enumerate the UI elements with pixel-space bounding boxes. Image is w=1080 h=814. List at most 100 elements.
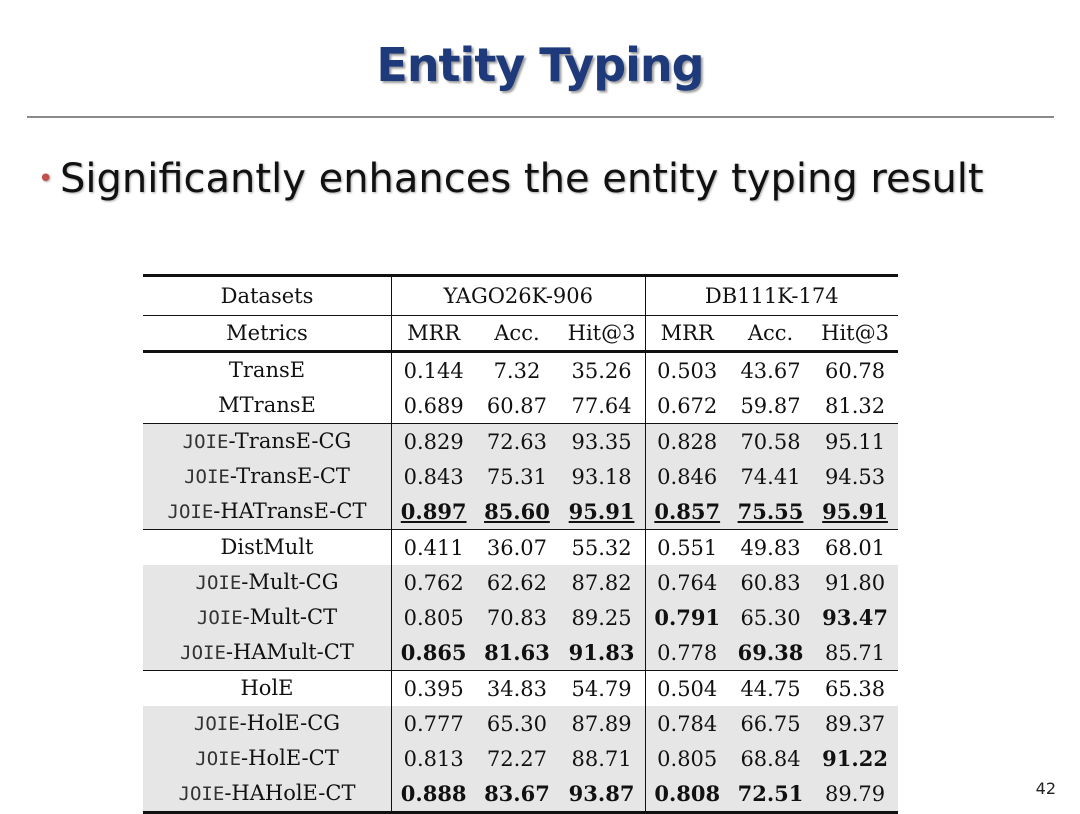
value-cell: 91.80 <box>812 565 898 600</box>
table-row: JOIE-HolE-CG 0.777 65.30 87.89 0.784 66.… <box>143 706 898 741</box>
method-cell: HolE <box>143 670 392 706</box>
value-cell: 0.888 <box>391 776 476 814</box>
metric-header: Acc. <box>728 315 813 353</box>
value-cell: 0.144 <box>403 358 464 383</box>
value-cell: 0.897 <box>391 494 476 530</box>
value-cell: 0.777 <box>391 706 476 741</box>
value-cell: 36.07 <box>475 529 559 565</box>
value-cell: 65.30 <box>728 600 813 635</box>
value-cell: 77.64 <box>558 388 646 424</box>
value-cell: 70.83 <box>475 600 559 635</box>
value-cell: 0.672 <box>657 393 718 418</box>
value-cell: 0.828 <box>645 423 729 459</box>
value-cell: 0.778 <box>645 635 729 671</box>
method-name: -Mult-CT <box>242 605 338 629</box>
value-cell: 0.805 <box>645 741 729 776</box>
value-cell: 59.87 <box>740 393 801 418</box>
value-cell: 0.764 <box>645 565 729 600</box>
slide-title: Entity Typing <box>376 38 704 92</box>
value-cell: 44.75 <box>728 670 813 706</box>
value-cell: 0.784 <box>645 706 729 741</box>
value-cell: 95.91 <box>558 494 646 530</box>
table-row: JOIE-HAMult-CT 0.865 81.63 91.83 0.778 6… <box>143 635 898 671</box>
metric-header: Hit@3 <box>812 315 898 353</box>
method-name: -HATransE-CT <box>213 499 367 523</box>
value-cell: 68.84 <box>728 741 813 776</box>
metric-header: Acc. <box>475 315 559 353</box>
method-name: -HAMult-CT <box>225 640 354 664</box>
table-row: MTransE 0.689 60.87 77.64 0.672 59.87 81… <box>143 388 898 424</box>
value-cell: 87.89 <box>558 706 646 741</box>
value-cell: 75.55 <box>728 494 813 530</box>
bullet-dot-icon: • <box>38 164 54 194</box>
value-cell: 0.791 <box>645 600 729 635</box>
method-cell: DistMult <box>143 529 392 565</box>
value-cell: 89.25 <box>558 600 646 635</box>
table-row: DistMult 0.411 36.07 55.32 0.551 49.83 6… <box>143 529 898 565</box>
value-cell: 72.63 <box>475 423 559 459</box>
value-cell: 91.83 <box>558 635 646 671</box>
method-name: -HolE-CG <box>239 711 341 735</box>
value-cell: 66.75 <box>728 706 813 741</box>
value-cell: 0.843 <box>391 459 476 494</box>
dataset1-header: YAGO26K-906 <box>391 274 646 316</box>
value-cell: 85.71 <box>812 635 898 671</box>
value-cell: 81.32 <box>824 393 886 418</box>
title-divider <box>27 116 1054 118</box>
value-cell: 74.41 <box>728 459 813 494</box>
value-cell: 87.82 <box>558 565 646 600</box>
method-name: -TransE-CG <box>228 429 352 453</box>
table-row: JOIE-Mult-CG 0.762 62.62 87.82 0.764 60.… <box>143 565 898 600</box>
method-name: -HolE-CT <box>241 746 339 770</box>
value-cell: 65.30 <box>475 706 559 741</box>
table-row: JOIE-TransE-CG 0.829 72.63 93.35 0.828 7… <box>143 423 898 459</box>
metric-header: Hit@3 <box>558 315 646 353</box>
datasets-header: Datasets <box>143 274 392 316</box>
method-name: -HAHolE-CT <box>224 781 356 805</box>
method-prefix: JOIE <box>178 783 225 805</box>
value-cell: 72.51 <box>728 776 813 814</box>
value-cell: 0.689 <box>403 393 464 418</box>
metric-header: MRR <box>391 315 476 353</box>
value-cell: 43.67 <box>740 358 801 383</box>
value-cell: 65.38 <box>812 670 898 706</box>
value-cell: 95.11 <box>812 423 898 459</box>
method-prefix: JOIE <box>195 748 242 770</box>
method-name: -Mult-CG <box>241 570 339 594</box>
method-prefix: JOIE <box>195 572 242 594</box>
value-cell: 60.87 <box>486 393 548 418</box>
table-row: JOIE-HAHolE-CT 0.888 83.67 93.87 0.808 7… <box>143 776 898 814</box>
value-cell: 94.53 <box>812 459 898 494</box>
table-header-row: Datasets YAGO26K-906 DB111K-174 <box>143 274 898 316</box>
table-row: TransE 0.144 7.32 35.26 0.503 43.67 60.7… <box>143 351 898 388</box>
method-prefix: JOIE <box>167 501 214 523</box>
value-cell: 0.829 <box>391 423 476 459</box>
value-cell: 7.32 <box>493 358 541 383</box>
method-prefix: JOIE <box>196 607 243 629</box>
results-table: Datasets YAGO26K-906 DB111K-174 Metrics … <box>143 274 898 814</box>
method-cell: TransE <box>143 351 392 388</box>
value-cell: 0.805 <box>391 600 476 635</box>
value-cell: 0.808 <box>645 776 729 814</box>
value-cell: 93.87 <box>558 776 646 814</box>
value-cell: 0.846 <box>645 459 729 494</box>
value-cell: 93.47 <box>812 600 898 635</box>
value-cell: 0.762 <box>391 565 476 600</box>
value-cell: 72.27 <box>475 741 559 776</box>
table-row: HolE 0.395 34.83 54.79 0.504 44.75 65.38 <box>143 670 898 706</box>
value-cell: 83.67 <box>475 776 559 814</box>
table-row: JOIE-TransE-CT 0.843 75.31 93.18 0.846 7… <box>143 459 898 494</box>
table-row: JOIE-HATransE-CT 0.897 85.60 95.91 0.857… <box>143 494 898 530</box>
value-cell: 35.26 <box>558 351 646 388</box>
value-cell: 60.78 <box>824 358 886 383</box>
value-cell: 93.18 <box>558 459 646 494</box>
method-cell: JOIE-HAMult-CT <box>143 635 392 671</box>
value-cell: 85.60 <box>475 494 559 530</box>
value-cell: 93.35 <box>558 423 646 459</box>
method-prefix: JOIE <box>184 466 230 488</box>
dataset2-header: DB111K-174 <box>645 274 898 316</box>
method-name: HolE <box>240 676 294 700</box>
method-cell: MTransE <box>143 388 392 424</box>
bullet-point: • Significantly enhances the entity typi… <box>38 148 1018 210</box>
value-cell: 0.813 <box>391 741 476 776</box>
